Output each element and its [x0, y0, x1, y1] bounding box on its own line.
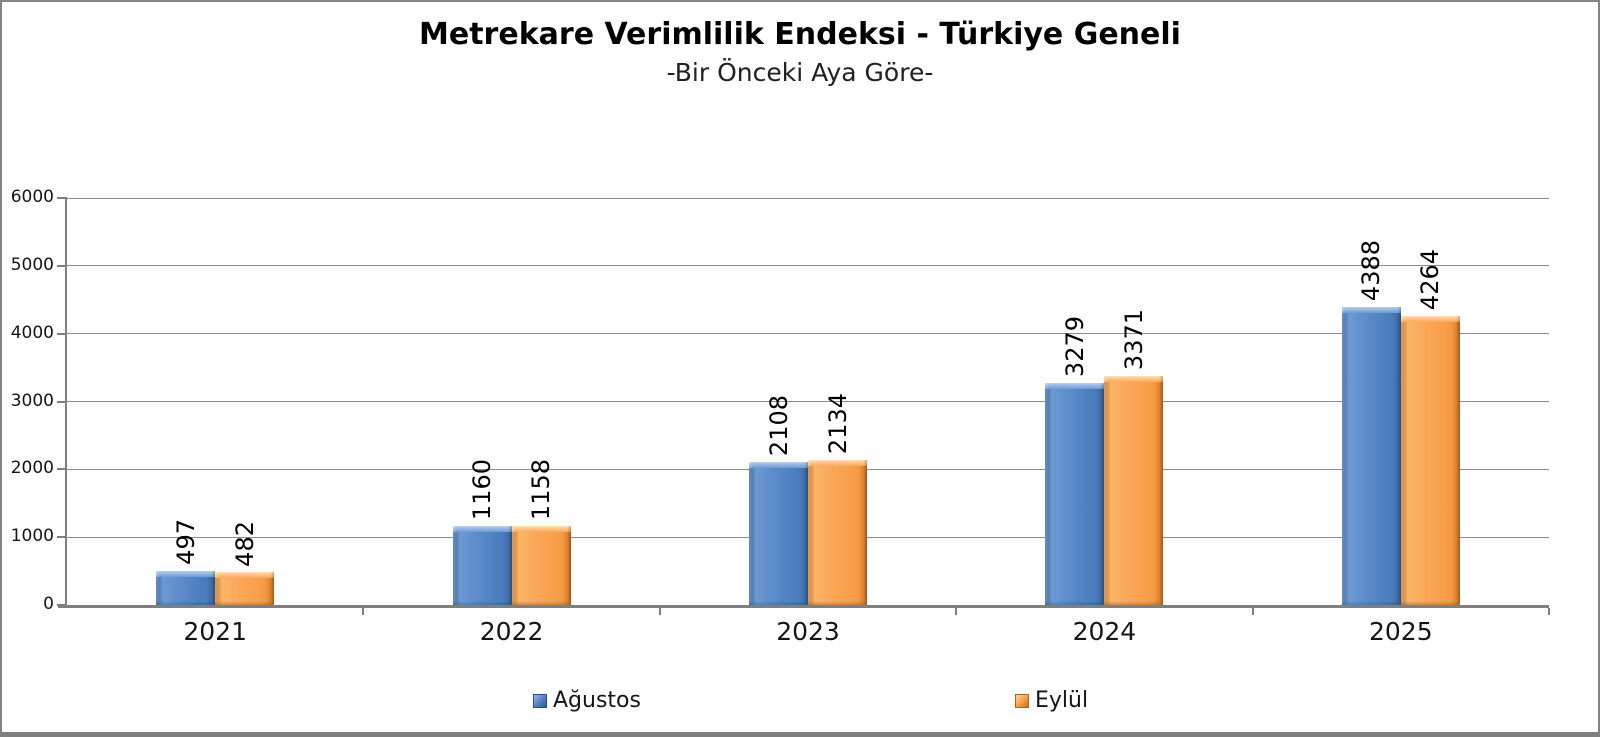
bar-eylul-2023 [808, 460, 867, 605]
y-axis-tick-4000 [57, 332, 67, 335]
bar-value-label-eylul-2024: 3371 [1119, 309, 1148, 371]
y-axis-tick-1000 [57, 536, 67, 539]
bar-eylul-2021 [215, 572, 275, 605]
bar-value-label-agustos-2022: 1160 [468, 459, 497, 521]
bar-value-label-eylul-2021: 482 [230, 520, 259, 567]
y-axis-label-6000: 6000 [10, 187, 54, 207]
y-axis-tick-6000 [57, 197, 67, 199]
y-axis-tick-2000 [57, 468, 67, 471]
x-axis-tick-2021 [362, 608, 365, 615]
legend-label-eylul: Eylül [1035, 688, 1089, 713]
x-axis-line [58, 605, 1549, 608]
legend-item-eylul: Eylül [1015, 688, 1088, 713]
bar-eylul-2025 [1400, 315, 1460, 605]
gridline-6000 [67, 197, 1549, 199]
x-axis-category-label: 2023 [776, 617, 840, 646]
legend-swatch-agustos-icon [533, 693, 547, 708]
y-axis-label-5000: 5000 [10, 254, 54, 275]
bar-eylul-2022 [511, 526, 571, 605]
bar-value-label-eylul-2023: 2134 [823, 393, 852, 455]
bar-agustos-2022 [452, 526, 512, 605]
bar-eylul-2024 [1104, 376, 1164, 605]
y-axis-label-1000: 1000 [10, 526, 54, 547]
bar-agustos-2025 [1341, 307, 1401, 605]
chart-subtitle: -Bir Önceki Aya Göre- [666, 58, 934, 87]
legend-swatch-eylul-icon [1015, 693, 1029, 708]
bar-agustos-2023 [749, 462, 808, 605]
y-axis-label-4000: 4000 [10, 322, 54, 343]
x-axis-category-label: 2021 [183, 617, 247, 646]
y-axis-line [65, 197, 67, 605]
x-axis-category-label: 2025 [1368, 617, 1433, 646]
x-axis-category-label: 2024 [1072, 617, 1137, 646]
bar-value-label-agustos-2025: 4388 [1357, 240, 1386, 302]
bar-value-label-agustos-2024: 3279 [1060, 315, 1089, 377]
legend-label-agustos: Ağustos [553, 688, 641, 713]
gridline-4000 [67, 333, 1549, 335]
x-axis-category-label: 2022 [479, 617, 544, 646]
y-axis-label-0: 0 [43, 594, 54, 614]
y-axis-label-2000: 2000 [10, 458, 54, 479]
bar-agustos-2024 [1045, 382, 1105, 605]
y-axis-tick-3000 [57, 400, 67, 403]
x-axis-tick-2025 [1548, 608, 1550, 615]
x-axis-tick-2024 [1251, 608, 1254, 615]
chart-title: Metrekare Verimlilik Endeksi - Türkiye G… [419, 17, 1181, 52]
bar-agustos-2021 [156, 571, 216, 605]
bar-value-label-eylul-2022: 1158 [527, 459, 556, 521]
bar-value-label-agustos-2021: 497 [171, 519, 200, 566]
legend-item-agustos: Ağustos [533, 688, 641, 713]
y-axis-tick-5000 [57, 264, 67, 267]
gridline-5000 [67, 265, 1549, 267]
bar-value-label-agustos-2023: 2108 [764, 394, 793, 457]
y-axis-label-3000: 3000 [10, 390, 54, 411]
plot-area: 0 1000 2000 3000 4000 5000 6000 2021 497 482 2022 1… [11, 187, 1550, 646]
x-axis-tick-2023 [955, 608, 958, 615]
bar-value-label-eylul-2025: 4264 [1416, 248, 1445, 310]
x-axis-tick-2022 [658, 608, 661, 615]
gridline-3000 [67, 401, 1549, 402]
